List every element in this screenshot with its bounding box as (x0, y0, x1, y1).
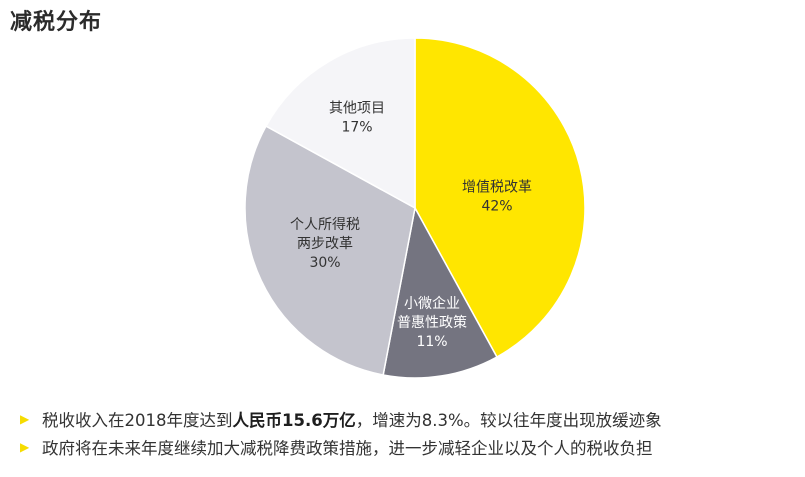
slice-name-label: 增值税改革 (462, 180, 532, 196)
bullet-item: ▶ 税收收入在2018年度达到人民币15.6万亿，增速为8.3%。较以往年度出现… (20, 405, 800, 433)
slice-label: 其他项目 17% (329, 101, 385, 136)
slice-value-label: 42% (481, 199, 512, 215)
slice-name-label: 个人所得税 (290, 216, 360, 233)
slice-label: 个人所得税两步改革 30% (290, 216, 360, 271)
pie-chart: 增值税改革 42% 小微企业普惠性政策 11% 个人所得税两步改革 30% 其他项目 17% (244, 37, 586, 379)
bullet-item: ▶ 政府将在未来年度继续加大减税降费政策措施，进一步减轻企业以及个人的税收负担 (20, 433, 800, 461)
bullet-text: 税收收入在2018年度达到人民币15.6万亿，增速为8.3%。较以往年度出现放缓… (42, 411, 662, 430)
pie-slice (382, 205, 498, 379)
page-title: 减税分布 (10, 10, 103, 35)
slice-label: 增值税改革 42% (462, 180, 532, 215)
bullet-list: ▶ 税收收入在2018年度达到人民币15.6万亿，增速为8.3%。较以往年度出现… (20, 405, 800, 461)
slice-value-label: 17% (341, 120, 372, 136)
slice-value-label: 30% (309, 255, 340, 271)
slice-name-label: 普惠性政策 (397, 314, 467, 331)
bullet-arrow-icon: ▶ (20, 412, 30, 426)
pie-slice (265, 37, 416, 210)
slice-name-label: 两步改革 (297, 236, 353, 252)
slice-value-label: 11% (416, 334, 447, 350)
pie-slice (244, 125, 416, 376)
bullet-text: 政府将在未来年度继续加大减税降费政策措施，进一步减轻企业以及个人的税收负担 (42, 439, 653, 458)
slice-name-label: 其他项目 (329, 101, 385, 117)
pie-slice (414, 37, 586, 358)
slice-label: 小微企业普惠性政策 11% (397, 295, 467, 350)
slice-name-label: 小微企业 (404, 295, 460, 312)
bullet-arrow-icon: ▶ (20, 440, 30, 454)
